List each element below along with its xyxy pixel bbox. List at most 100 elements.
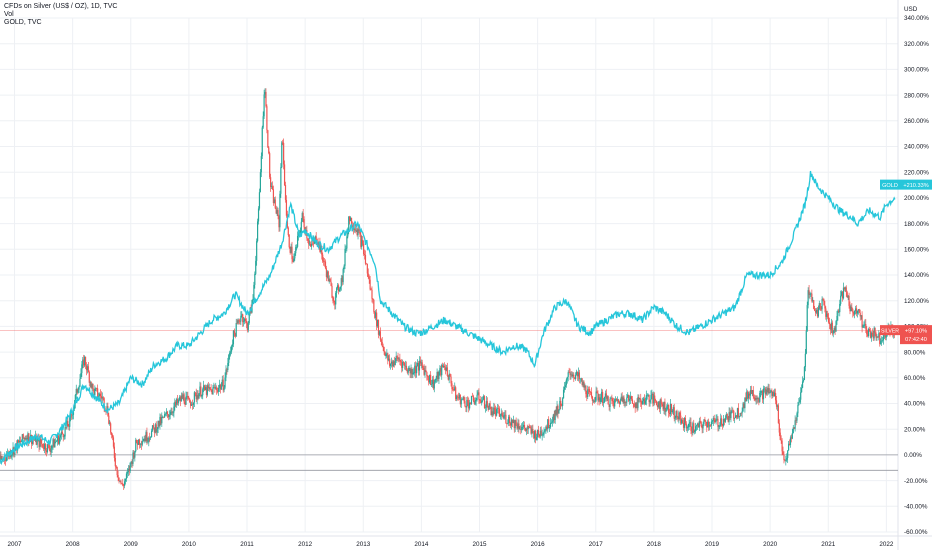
silver-candle-body — [173, 406, 175, 413]
silver-candle-body — [442, 365, 444, 368]
legend-compare-symbol[interactable]: GOLD, TVC — [4, 19, 42, 27]
silver-candle-body — [425, 370, 427, 373]
silver-candle-body — [199, 386, 201, 394]
silver-candle-body — [62, 433, 64, 438]
silver-candle-body — [664, 401, 666, 412]
silver-candle-body — [489, 403, 491, 407]
silver-candle-body — [274, 199, 276, 209]
silver-candle-body — [85, 365, 88, 371]
silver-candle-body — [420, 362, 422, 364]
silver-candle-body — [0, 455, 2, 460]
silver-candle-body — [460, 399, 462, 405]
silver-candle-body — [633, 403, 635, 407]
silver-candle-body — [809, 293, 811, 295]
silver-candle-body — [178, 397, 181, 401]
silver-candle-body — [456, 396, 458, 399]
silver-candle-body — [36, 439, 38, 445]
silver-candle-body — [204, 387, 207, 391]
legend-main-symbol[interactable]: CFDs on Silver (US$ / OZ), 1D, TVC — [4, 3, 118, 10]
silver-candle-body — [270, 186, 273, 187]
silver-candle-body — [602, 391, 604, 403]
silver-candle-body — [492, 411, 494, 415]
silver-candle-body — [212, 387, 214, 395]
y-tick-label: 340.00% — [904, 15, 929, 22]
silver-candle-body — [396, 356, 398, 358]
silver-candle-body — [211, 389, 213, 395]
silver-candle-body — [293, 258, 295, 262]
silver-candle-body — [302, 212, 304, 220]
silver-candle-body — [509, 416, 511, 424]
silver-candle-body — [610, 398, 612, 400]
silver-candle-body — [449, 373, 451, 377]
silver-candle-body — [875, 332, 877, 338]
silver-candle-body — [498, 408, 500, 417]
silver-candle-body — [799, 399, 801, 403]
silver-candle-body — [471, 395, 474, 397]
silver-candle-body — [252, 298, 254, 301]
silver-candle-body — [520, 429, 522, 430]
silver-candle-body — [534, 430, 536, 439]
silver-candle-body — [642, 400, 644, 405]
silver-candle-body — [164, 413, 167, 415]
silver-candle-body — [328, 278, 330, 282]
silver-candle-body — [445, 367, 447, 371]
silver-candle-body — [388, 358, 390, 361]
silver-candle-body — [47, 444, 49, 445]
legend-volume[interactable]: Vol — [4, 11, 14, 19]
silver-candle-body — [130, 461, 132, 463]
silver-candle-body — [549, 427, 551, 429]
silver-candle-body — [773, 391, 775, 397]
silver-candle-body — [59, 435, 62, 438]
silver-candle-body — [571, 374, 573, 377]
silver-candle-body — [109, 423, 111, 424]
silver-candle-body — [457, 397, 460, 399]
silver-candle-body — [801, 381, 804, 388]
silver-candle-body — [568, 372, 570, 373]
silver-candle-body — [851, 306, 853, 310]
silver-candle-body — [371, 289, 373, 299]
silver-candle-body — [795, 420, 797, 421]
silver-candle-body — [108, 415, 110, 424]
silver-candle-body — [129, 462, 131, 472]
silver-candle-body — [854, 310, 856, 315]
silver-candle-body — [691, 430, 693, 433]
silver-candle-body — [650, 395, 652, 401]
silver-candle-body — [120, 480, 122, 484]
silver-candle-body — [310, 243, 312, 247]
silver-candle-body — [272, 189, 275, 204]
silver-candle-body — [655, 400, 657, 402]
silver-candle-body — [389, 358, 391, 366]
silver-candle-body — [151, 425, 154, 431]
silver-candle-body — [724, 417, 726, 422]
silver-candle-body — [867, 334, 869, 336]
silver-candle-body — [487, 407, 489, 410]
silver-candle-body — [611, 398, 613, 401]
silver-candle-body — [309, 243, 311, 245]
silver-candle-body — [783, 454, 785, 460]
silver-candle-body — [97, 388, 99, 397]
silver-candle-body — [748, 393, 751, 396]
silver-candle-body — [772, 391, 774, 396]
silver-candle-body — [570, 374, 572, 376]
silver-candle-body — [820, 309, 822, 310]
silver-candle-body — [817, 307, 819, 317]
silver-candle-body — [600, 397, 602, 402]
silver-candle-body — [192, 402, 195, 405]
silver-candle-body — [443, 365, 446, 368]
silver-candle-body — [705, 421, 707, 426]
silver-candle-body — [102, 397, 104, 399]
silver-candle-body — [472, 396, 474, 401]
silver-candle-body — [640, 398, 642, 402]
silver-candle-body — [482, 399, 484, 401]
silver-candle-body — [502, 415, 504, 418]
silver-candle-body — [627, 394, 629, 398]
silver-candle-body — [594, 400, 596, 402]
silver-candle-body — [135, 439, 137, 452]
silver-candle-body — [255, 260, 257, 274]
silver-candle-body — [414, 365, 416, 372]
silver-candle-body — [560, 400, 562, 406]
silver-candle-body — [295, 247, 297, 254]
silver-badge-value-bg — [900, 325, 932, 345]
silver-candle-body — [726, 414, 728, 417]
